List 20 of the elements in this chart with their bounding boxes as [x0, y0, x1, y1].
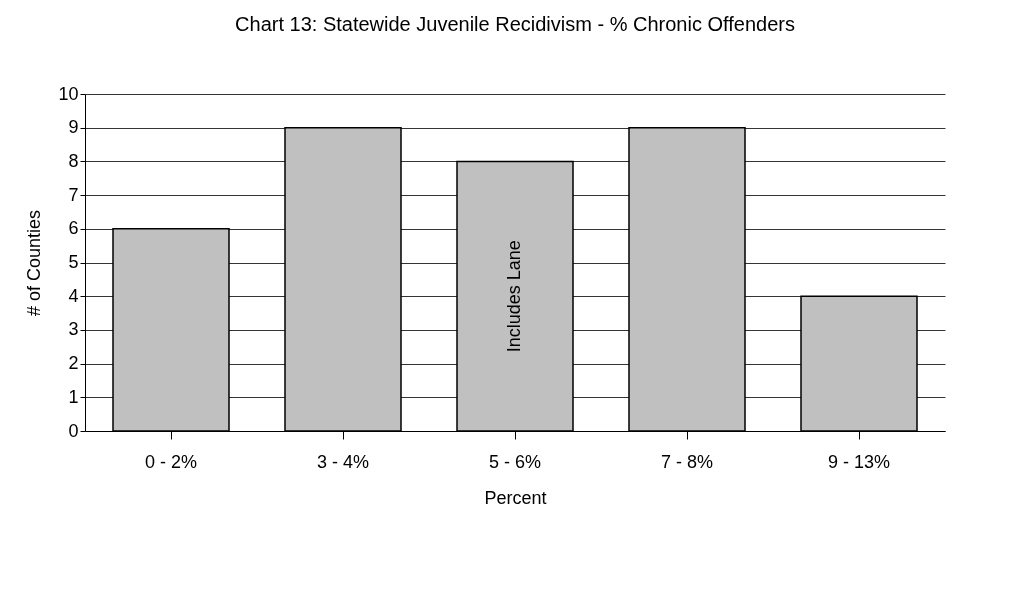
y-tick-label: 5: [68, 252, 79, 272]
x-tick-label: 0 - 2%: [144, 451, 198, 472]
y-tick-label: 9: [68, 117, 79, 138]
y-tick-label: 7: [68, 184, 79, 205]
y-tick-label: 10: [58, 83, 79, 104]
y-tick-label: 8: [68, 150, 79, 171]
y-tick-label: 4: [68, 285, 79, 306]
chart-title: Chart 13: Statewide Juvenile Recidivism - % Chronic Offenders: [235, 13, 795, 35]
x-axis-title: Percent: [484, 487, 547, 508]
x-tick-label: 3 - 4%: [316, 451, 370, 472]
x-tick-label: 7 - 8%: [660, 451, 714, 472]
y-tick-label: 3: [68, 319, 79, 340]
annotation: Includes Lane: [504, 240, 524, 353]
y-tick-label: 0: [68, 420, 79, 441]
x-tick-label: 5 - 6%: [488, 451, 542, 472]
y-tick-label: 1: [68, 386, 79, 407]
x-tick-label: 9 - 13%: [827, 451, 891, 472]
y-axis-title: # of Counties: [24, 209, 45, 317]
y-tick-label: 6: [68, 218, 79, 239]
y-tick-label: 2: [68, 353, 79, 374]
